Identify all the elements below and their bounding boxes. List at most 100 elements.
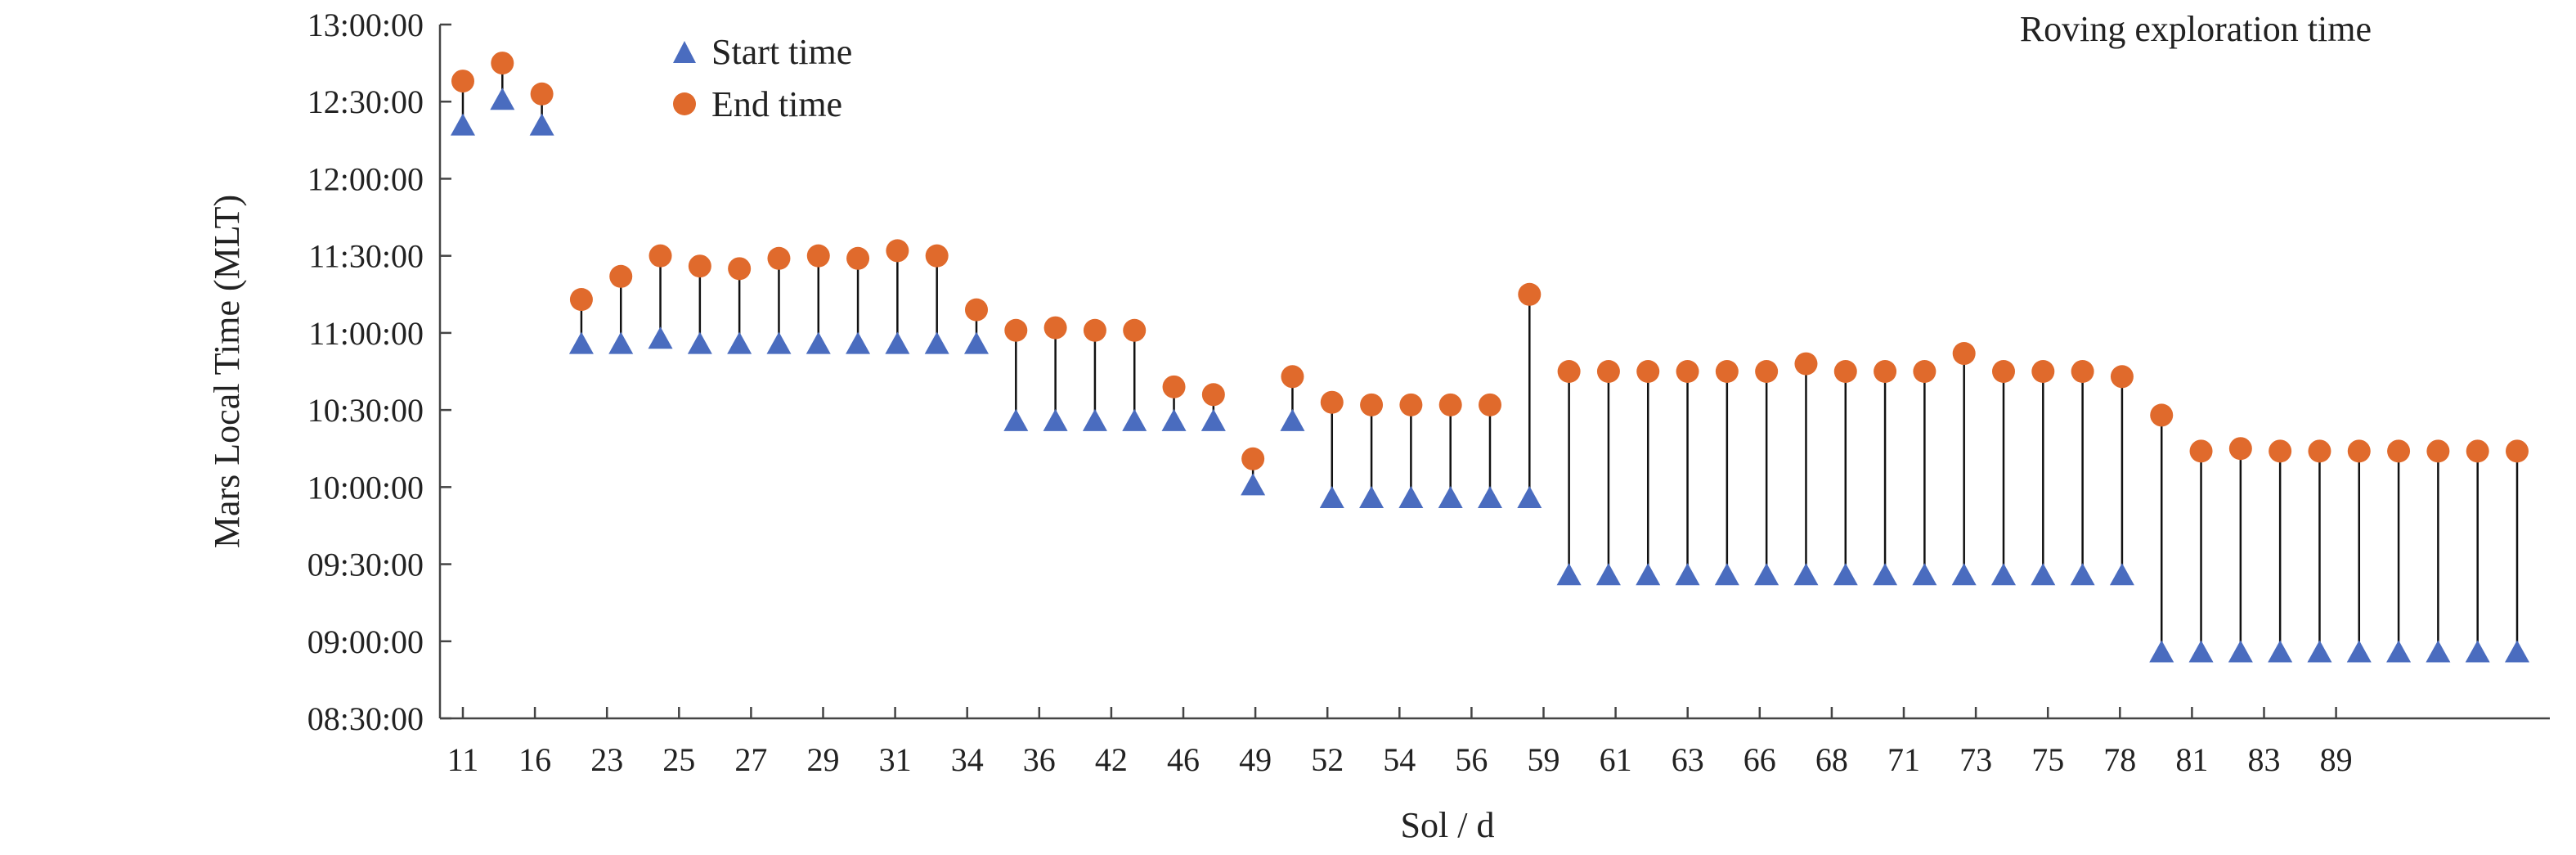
end-time-point [1557,360,1581,383]
end-time-point [2426,439,2450,463]
end-time-series [451,52,2529,470]
end-time-point [2150,403,2174,427]
start-time-point [1833,563,1858,586]
end-time-point [1596,360,1620,383]
x-tick-label: 49 [1239,741,1272,778]
end-time-point [1241,447,1265,470]
start-time-point [1912,563,1937,586]
start-time-point [2070,563,2095,586]
x-tick-label: 63 [1672,741,1704,778]
x-tick-label: 59 [1528,741,1560,778]
end-time-point [2466,439,2489,463]
start-time-point [885,331,910,354]
end-time-point [2269,439,2292,463]
y-tick-label: 13:00:00 [307,7,424,43]
x-tick-label: 46 [1167,741,1200,778]
end-time-point [2347,439,2371,463]
start-time-point [529,113,554,136]
start-time-point [2505,640,2529,663]
start-time-point [1438,486,1463,509]
end-time-point [1952,342,1976,366]
x-tick-label: 89 [2320,741,2353,778]
start-time-point [2188,640,2214,663]
end-time-point [1399,393,1423,416]
end-time-point [806,244,830,268]
end-time-point [451,70,474,93]
end-time-point [648,244,672,268]
start-time-point [608,331,634,354]
start-time-point [1478,486,1502,509]
end-time-point [925,244,949,268]
start-time-point [1319,486,1344,509]
legend: Start time End time [673,32,852,124]
start-time-point [1161,408,1187,431]
end-time-point [1794,352,1818,376]
x-tick-label: 23 [590,741,623,778]
end-time-point [2308,439,2331,463]
start-time-point [2346,640,2372,663]
start-time-point [846,331,871,354]
start-time-point [2149,640,2174,663]
end-time-point [1833,360,1857,383]
start-time-point [806,331,831,354]
x-tick-label: 71 [1887,741,1920,778]
end-time-point [1518,282,1542,306]
start-time-point [1082,408,1107,431]
end-time-point [1438,393,1462,416]
x-tick-label: 16 [518,741,551,778]
x-tick-label: 29 [807,741,840,778]
start-time-point [1793,563,1819,586]
end-time-point [1162,375,1186,398]
start-time-point [568,331,594,354]
start-time-point [2307,640,2332,663]
end-time-point [1083,318,1106,342]
start-time-series [451,88,2529,663]
start-time-point [766,331,792,354]
end-time-point [1360,393,1384,416]
end-time-point [491,52,514,75]
end-time-point [1004,318,1028,342]
x-tick-label: 27 [734,741,767,778]
y-tick-label: 12:30:00 [307,83,424,120]
x-tick-label: 83 [2248,741,2281,778]
end-time-point [1201,383,1225,407]
start-time-point [1951,563,1977,586]
x-tick-label: 42 [1095,741,1128,778]
start-time-point [1398,486,1424,509]
start-time-point [2228,640,2253,663]
start-time-point [1200,408,1226,431]
start-time-point [1873,563,1898,586]
y-tick-label: 12:00:00 [307,160,424,197]
x-tick-label: 54 [1383,741,1416,778]
chart-title: Roving exploration time [2020,9,2372,49]
end-time-point [1281,365,1304,389]
end-time-point [688,254,711,278]
end-time-point [1755,360,1779,383]
start-time-point [2268,640,2293,663]
start-time-point [1043,408,1068,431]
start-time-point [1359,486,1384,509]
start-time-point [1517,486,1542,509]
start-time-point [1280,408,1305,431]
end-time-point [1874,360,1897,383]
end-time-point [569,288,593,312]
start-time-point [1556,563,1582,586]
x-tick-label: 61 [1600,741,1632,778]
end-time-point [1913,360,1936,383]
start-time-point [451,113,475,136]
y-axis-ticks: 08:30:00 09:00:00 09:30:00 10:00:00 10:30:00… [307,7,451,737]
legend-end-label: End time [711,84,842,124]
x-tick-label: 56 [1455,741,1488,778]
stem-lines [461,63,2519,655]
x-tick-label: 78 [2103,741,2136,778]
y-tick-label: 10:00:00 [307,469,424,506]
end-time-point [1676,360,1699,383]
y-tick-label: 11:30:00 [308,238,424,275]
x-tick-label: 75 [2031,741,2064,778]
start-time-point [1714,563,1739,586]
end-time-point [767,246,791,270]
end-time-point [846,246,870,270]
end-time-point [1479,393,1501,416]
start-time-point [648,326,673,349]
